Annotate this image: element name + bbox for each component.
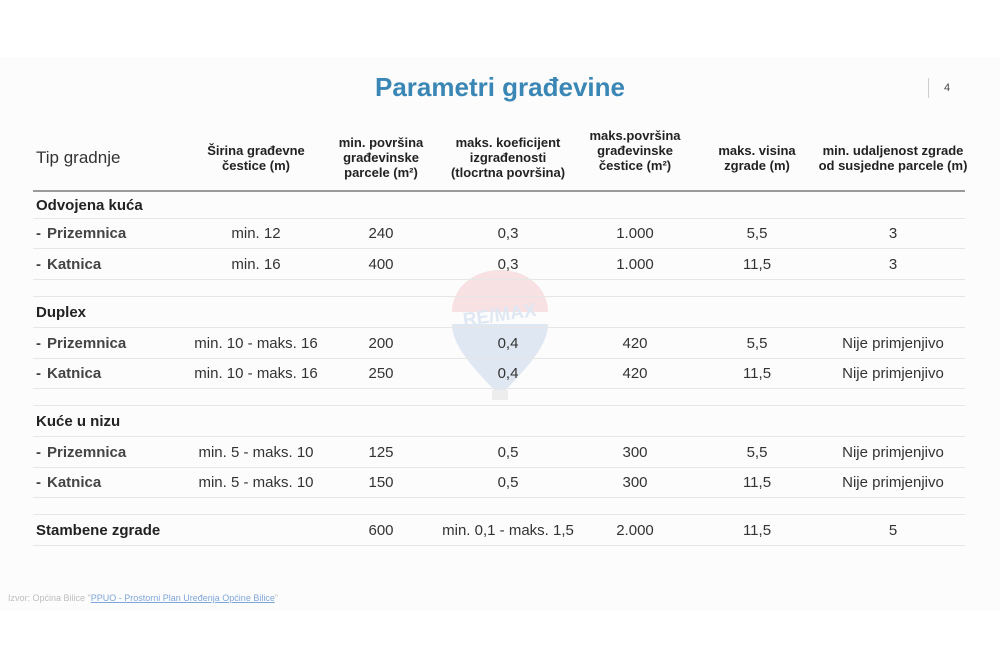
header-divider: [33, 190, 965, 192]
table-cell: 5,5: [746, 335, 768, 352]
row-divider: [33, 327, 965, 328]
source-prefix: Izvor: Općina Bilice: [8, 593, 86, 603]
page-number-divider: [928, 78, 929, 98]
row-divider: [33, 545, 965, 546]
table-cell: min. 10 - maks. 16: [194, 335, 318, 352]
column-header-max-area: maks.površina građevinske čestice (m²): [589, 128, 681, 173]
table-cell: 250: [368, 365, 394, 382]
table-cell: min. 10 - maks. 16: [194, 365, 318, 382]
table-cell: 11,5: [742, 256, 772, 273]
row-label: - Katnica: [36, 474, 101, 491]
row-label: - Katnica: [36, 256, 101, 273]
row-divider: [33, 358, 965, 359]
table-cell: 600: [368, 522, 394, 539]
row-label-text: Katnica: [47, 256, 102, 273]
table-cell: Nije primjenjivo: [842, 335, 944, 352]
group-label: Stambene zgrade: [36, 522, 161, 539]
row-divider: [33, 279, 965, 280]
table-cell: 1.000: [616, 256, 654, 273]
column-header-coefficient: maks. koeficijent izgrađenosti (tlocrtna…: [450, 135, 566, 180]
page-number: 4: [944, 82, 951, 94]
row-divider: [33, 218, 965, 219]
table-cell: 11,5: [742, 365, 772, 382]
row-divider: [33, 405, 965, 406]
row-divider: [33, 248, 965, 249]
table-cell: 240: [368, 225, 394, 242]
row-divider: [33, 497, 965, 498]
remax-balloon-watermark-icon: RE/MAX: [452, 270, 548, 400]
row-divider: [33, 514, 965, 515]
row-dash: -: [36, 335, 41, 352]
row-dash: -: [36, 474, 41, 491]
row-label-text: Prizemnica: [47, 225, 127, 242]
table-cell: 5,5: [746, 444, 768, 461]
table-cell: 200: [368, 335, 394, 352]
group-label: Kuće u nizu: [36, 413, 121, 430]
table-cell: 420: [622, 365, 648, 382]
table-cell: Nije primjenjivo: [842, 444, 944, 461]
type-column-header: Tip gradnje: [36, 148, 121, 167]
table-cell: 0,3: [497, 256, 519, 273]
table-cell: 3: [888, 256, 898, 273]
row-dash: -: [36, 256, 41, 273]
column-header-distance: min. udaljenost zgrade od susjedne parce…: [818, 143, 968, 173]
column-header-min-area: min. površina građevinske parcele (m²): [338, 135, 424, 180]
table-cell: min. 0,1 - maks. 1,5: [442, 522, 574, 539]
table-cell: min. 5 - maks. 10: [198, 444, 314, 461]
slide-background: [0, 57, 1000, 610]
source-link[interactable]: PPUO - Prostorni Plan Uređenja Općine Bi…: [90, 593, 275, 603]
row-label-text: Prizemnica: [47, 335, 127, 352]
row-label-text: Katnica: [47, 474, 102, 491]
table-cell: 3: [888, 225, 898, 242]
table-cell: 1.000: [616, 225, 654, 242]
table-cell: 420: [622, 335, 648, 352]
table-cell: 0,3: [497, 225, 519, 242]
row-divider: [33, 388, 965, 389]
table-cell: 5,5: [746, 225, 768, 242]
source-footnote: Izvor: Općina Bilice "PPUO - Prostorni P…: [8, 593, 278, 603]
table-cell: min. 16: [231, 256, 281, 273]
row-label: - Prizemnica: [36, 335, 126, 352]
table-cell: 11,5: [742, 474, 772, 491]
group-label: Duplex: [36, 304, 87, 321]
table-cell: 400: [368, 256, 394, 273]
group-label: Odvojena kuća: [36, 197, 143, 214]
table-cell: 2.000: [616, 522, 654, 539]
row-label: - Katnica: [36, 365, 101, 382]
table-cell: min. 5 - maks. 10: [198, 474, 314, 491]
table-cell: 11,5: [742, 522, 772, 539]
row-label: - Prizemnica: [36, 225, 126, 242]
table-cell: 150: [368, 474, 394, 491]
row-divider: [33, 296, 965, 297]
table-cell: 0,5: [497, 474, 519, 491]
table-cell: min. 12: [231, 225, 281, 242]
column-header-width: Širina građevne čestice (m): [207, 143, 305, 173]
row-dash: -: [36, 365, 41, 382]
row-dash: -: [36, 444, 41, 461]
table-cell: 125: [368, 444, 394, 461]
table-cell: 0,4: [497, 365, 519, 382]
table-cell: 5: [888, 522, 898, 539]
table-cell: 300: [622, 474, 648, 491]
table-cell: 0,4: [497, 335, 519, 352]
source-open-quote: ": [87, 593, 91, 603]
slide-title: Parametri građevine: [374, 72, 625, 102]
table-cell: 300: [622, 444, 648, 461]
row-divider: [33, 467, 965, 468]
row-divider: [33, 436, 965, 437]
row-label-text: Katnica: [47, 365, 102, 382]
table-cell: Nije primjenjivo: [842, 365, 944, 382]
table-cell: Nije primjenjivo: [842, 474, 944, 491]
row-label: - Prizemnica: [36, 444, 126, 461]
source-close-quote: ": [274, 593, 279, 603]
column-header-height: maks. visina zgrade (m): [718, 143, 796, 173]
row-dash: -: [36, 225, 41, 242]
table-cell: 0,5: [497, 444, 519, 461]
row-label-text: Prizemnica: [47, 444, 127, 461]
